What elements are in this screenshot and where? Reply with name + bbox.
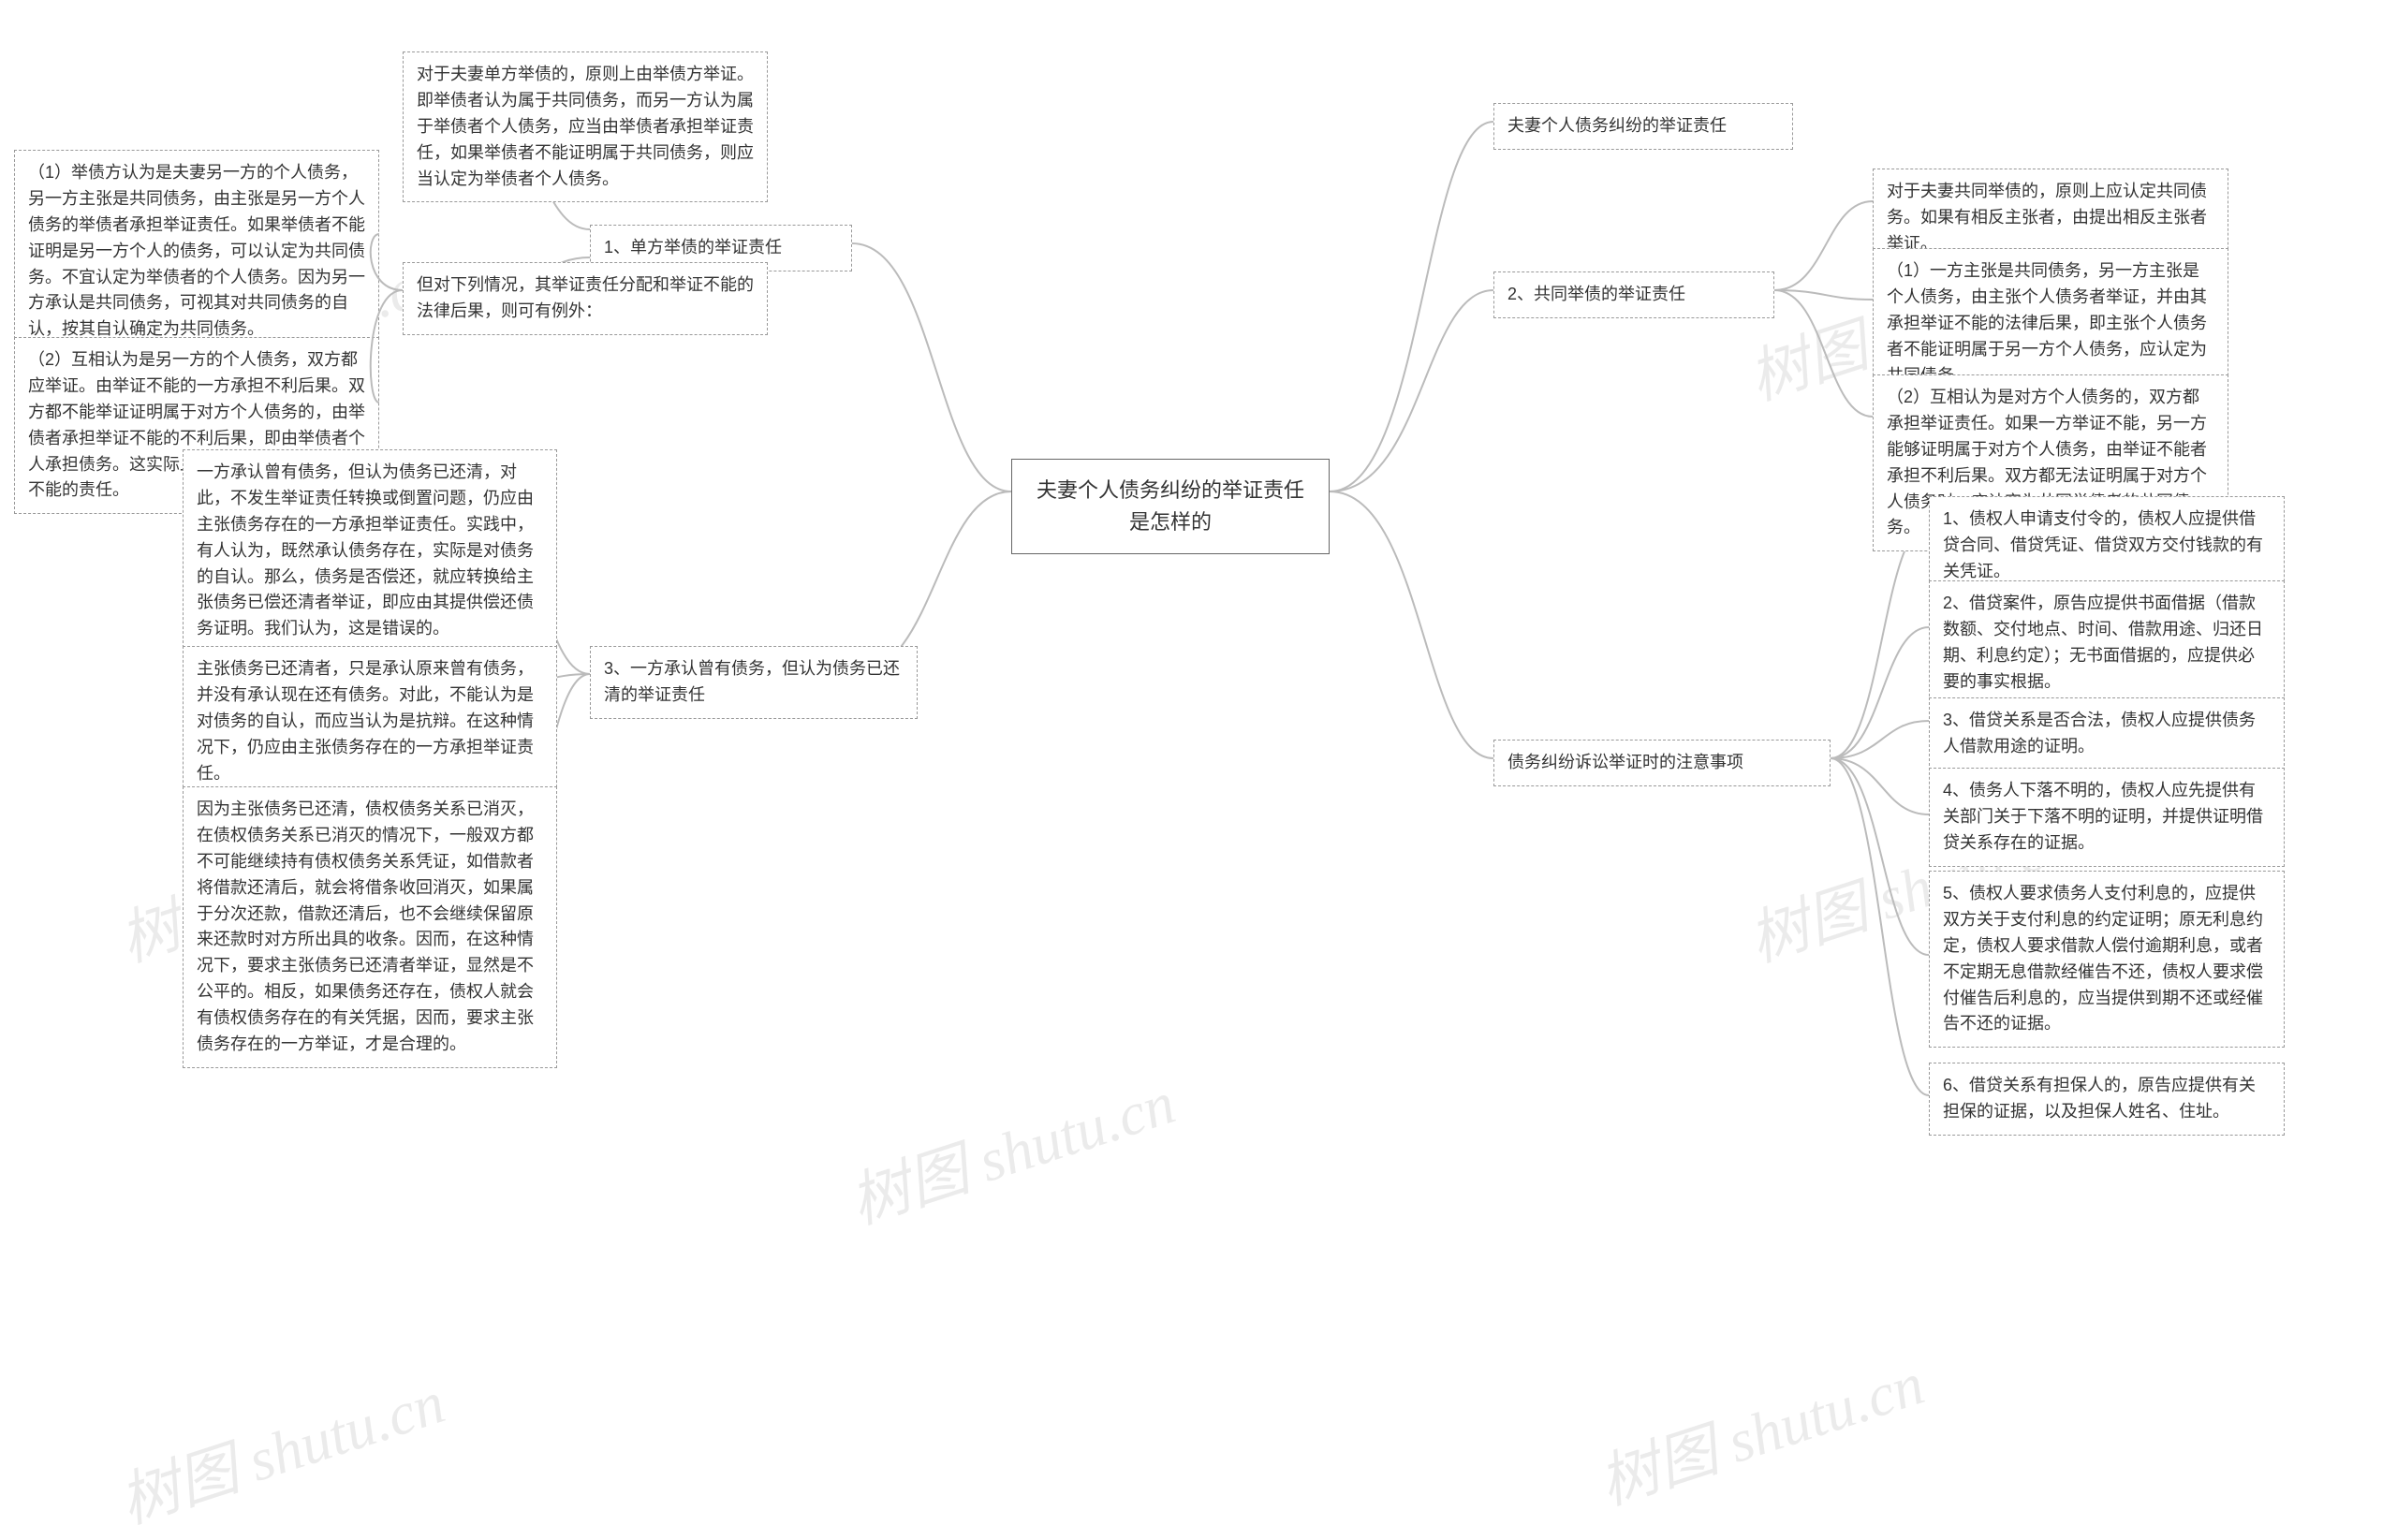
left-b1-leaf-a: 对于夫妻单方举债的，原则上由举债方举证。即举债者认为属于共同债务，而另一方认为属… xyxy=(403,51,768,202)
node-text: （1）一方主张是共同债务，另一方主张是个人债务，由主张个人债务者举证，并由其承担… xyxy=(1887,261,2207,385)
watermark: 树图 shutu.cn xyxy=(1587,1336,1934,1521)
node-text: 对于夫妻单方举债的，原则上由举债方举证。即举债者认为属于共同债务，而另一方认为属… xyxy=(417,65,754,188)
left-b3-leaf-b: 主张债务已还清者，只是承认原来曾有债务，并没有承认现在还有债务。对此，不能认为是… xyxy=(183,646,557,797)
node-text: （1）举债方认为是夫妻另一方的个人债务，另一方主张是共同债务，由主张是另一方个人… xyxy=(28,163,365,338)
node-text: 一方承认曾有债务，但认为债务已还清，对此，不发生举证责任转换或倒置问题，仍应由主… xyxy=(197,462,534,638)
right-r4-i5: 5、债权人要求债务人支付利息的，应提供双方关于支付利息的约定证明；原无利息约定，… xyxy=(1929,871,2285,1048)
node-text: 2、共同举债的举证责任 xyxy=(1507,285,1685,303)
node-text: 1、债权人申请支付令的，债权人应提供借贷合同、借贷凭证、借贷双方交付钱款的有关凭… xyxy=(1943,509,2263,580)
left-b3-leaf-a: 一方承认曾有债务，但认为债务已还清，对此，不发生举证责任转换或倒置问题，仍应由主… xyxy=(183,449,557,653)
node-text: 主张债务已还清者，只是承认原来曾有债务，并没有承认现在还有债务。对此，不能认为是… xyxy=(197,659,534,783)
left-b3-leaf-c: 因为主张债务已还清，债权债务关系已消灭，在债权债务关系已消灭的情况下，一般双方都… xyxy=(183,786,557,1068)
watermark: 树图 shutu.cn xyxy=(108,1355,454,1540)
right-r1-title: 夫妻个人债务纠纷的举证责任 xyxy=(1493,103,1793,150)
node-text: 3、借贷关系是否合法，债权人应提供债务人借款用途的证明。 xyxy=(1943,711,2256,755)
node-text: 2、借贷案件，原告应提供书面借据（借款数额、交付地点、时间、借款用途、归还日期、… xyxy=(1943,594,2263,691)
node-text: 夫妻个人债务纠纷的举证责任 xyxy=(1507,116,1727,135)
watermark: 树图 shutu.cn xyxy=(838,1055,1184,1240)
right-b2-title: 2、共同举债的举证责任 xyxy=(1493,271,1774,318)
left-b1-sub1: （1）举债方认为是夫妻另一方的个人债务，另一方主张是共同债务，由主张是另一方个人… xyxy=(14,150,379,353)
right-r4-i6: 6、借贷关系有担保人的，原告应提供有关担保的证据，以及担保人姓名、住址。 xyxy=(1929,1063,2285,1136)
node-text: 1、单方举债的举证责任 xyxy=(604,238,782,257)
right-r4-i2: 2、借贷案件，原告应提供书面借据（借款数额、交付地点、时间、借款用途、归还日期、… xyxy=(1929,580,2285,706)
mindmap-canvas: 树图 shutu.cn 树图 shutu.cn 树图 shutu.cn 树图 s… xyxy=(0,0,2397,1504)
node-text: 3、一方承认曾有债务，但认为债务已还清的举证责任 xyxy=(604,659,900,704)
node-text: 5、债权人要求债务人支付利息的，应提供双方关于支付利息的约定证明；原无利息约定，… xyxy=(1943,884,2263,1033)
node-text: 对于夫妻共同举债的，原则上应认定共同债务。如果有相反主张者，由提出相反主张者举证… xyxy=(1887,182,2207,253)
node-text: 6、借贷关系有担保人的，原告应提供有关担保的证据，以及担保人姓名、住址。 xyxy=(1943,1076,2256,1121)
node-text: 债务纠纷诉讼举证时的注意事项 xyxy=(1507,753,1743,771)
node-text: 因为主张债务已还清，债权债务关系已消灭，在债权债务关系已消灭的情况下，一般双方都… xyxy=(197,799,534,1053)
right-r4-i4: 4、债务人下落不明的，债权人应先提供有关部门关于下落不明的证明，并提供证明借贷关… xyxy=(1929,768,2285,867)
node-text: 但对下列情况，其举证责任分配和举证不能的法律后果，则可有例外： xyxy=(417,275,754,320)
root-text: 夫妻个人债务纠纷的举证责任是怎样的 xyxy=(1037,478,1304,534)
root-node: 夫妻个人债务纠纷的举证责任是怎样的 xyxy=(1011,459,1330,554)
right-r4-title: 债务纠纷诉讼举证时的注意事项 xyxy=(1493,740,1831,786)
left-branch-3-title: 3、一方承认曾有债务，但认为债务已还清的举证责任 xyxy=(590,646,918,719)
node-text: 4、债务人下落不明的，债权人应先提供有关部门关于下落不明的证明，并提供证明借贷关… xyxy=(1943,781,2263,852)
left-b1-leaf-b: 但对下列情况，其举证责任分配和举证不能的法律后果，则可有例外： xyxy=(403,262,768,335)
right-r4-i3: 3、借贷关系是否合法，债权人应提供债务人借款用途的证明。 xyxy=(1929,697,2285,770)
